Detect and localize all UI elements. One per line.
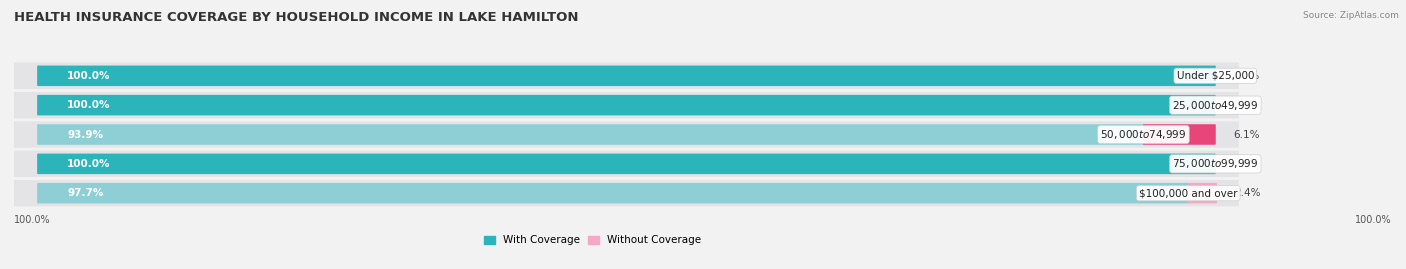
FancyBboxPatch shape bbox=[37, 183, 1188, 203]
Text: 0.0%: 0.0% bbox=[1233, 100, 1260, 110]
FancyBboxPatch shape bbox=[37, 95, 1216, 115]
Text: 97.7%: 97.7% bbox=[67, 188, 104, 198]
Text: $75,000 to $99,999: $75,000 to $99,999 bbox=[1173, 157, 1258, 170]
FancyBboxPatch shape bbox=[37, 154, 1216, 174]
FancyBboxPatch shape bbox=[37, 124, 1144, 145]
FancyBboxPatch shape bbox=[14, 180, 1239, 206]
FancyBboxPatch shape bbox=[1188, 183, 1218, 203]
Text: 100.0%: 100.0% bbox=[67, 159, 111, 169]
Text: $25,000 to $49,999: $25,000 to $49,999 bbox=[1173, 99, 1258, 112]
Legend: With Coverage, Without Coverage: With Coverage, Without Coverage bbox=[484, 235, 702, 246]
FancyBboxPatch shape bbox=[14, 63, 1239, 89]
FancyBboxPatch shape bbox=[37, 95, 1216, 115]
Text: 2.4%: 2.4% bbox=[1234, 188, 1261, 198]
FancyBboxPatch shape bbox=[14, 121, 1239, 148]
FancyBboxPatch shape bbox=[14, 151, 1239, 177]
Text: 100.0%: 100.0% bbox=[67, 100, 111, 110]
Text: $100,000 and over: $100,000 and over bbox=[1139, 188, 1237, 198]
FancyBboxPatch shape bbox=[37, 124, 1216, 145]
Text: 0.0%: 0.0% bbox=[1233, 71, 1260, 81]
FancyBboxPatch shape bbox=[14, 92, 1239, 118]
FancyBboxPatch shape bbox=[37, 183, 1216, 203]
FancyBboxPatch shape bbox=[37, 66, 1216, 86]
Text: 6.1%: 6.1% bbox=[1233, 129, 1260, 140]
Text: 100.0%: 100.0% bbox=[1355, 215, 1392, 225]
FancyBboxPatch shape bbox=[37, 154, 1216, 174]
Text: 100.0%: 100.0% bbox=[14, 215, 51, 225]
FancyBboxPatch shape bbox=[1143, 124, 1216, 145]
Text: HEALTH INSURANCE COVERAGE BY HOUSEHOLD INCOME IN LAKE HAMILTON: HEALTH INSURANCE COVERAGE BY HOUSEHOLD I… bbox=[14, 11, 578, 24]
Text: Under $25,000: Under $25,000 bbox=[1177, 71, 1254, 81]
Text: 93.9%: 93.9% bbox=[67, 129, 103, 140]
Text: Source: ZipAtlas.com: Source: ZipAtlas.com bbox=[1303, 11, 1399, 20]
Text: 0.0%: 0.0% bbox=[1233, 159, 1260, 169]
Text: $50,000 to $74,999: $50,000 to $74,999 bbox=[1101, 128, 1187, 141]
Text: 100.0%: 100.0% bbox=[67, 71, 111, 81]
FancyBboxPatch shape bbox=[37, 66, 1216, 86]
